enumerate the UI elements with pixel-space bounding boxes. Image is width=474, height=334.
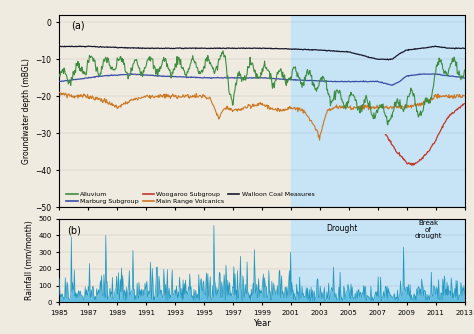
Text: Drought: Drought <box>326 224 357 233</box>
Legend: Alluvium, Marburg Subgroup, Woogaroo Subgroup, Main Range Volcanics, Walloon Coa: Alluvium, Marburg Subgroup, Woogaroo Sub… <box>66 191 315 204</box>
Bar <box>291 15 465 207</box>
X-axis label: Year: Year <box>253 319 271 328</box>
Y-axis label: Groundwater depth (mBGL): Groundwater depth (mBGL) <box>22 58 31 164</box>
Text: Break
of
drought: Break of drought <box>415 220 442 239</box>
Text: (a): (a) <box>72 21 85 31</box>
Text: (b): (b) <box>67 225 81 235</box>
Bar <box>291 219 465 302</box>
Y-axis label: Rainfall (mm/month): Rainfall (mm/month) <box>25 221 34 300</box>
